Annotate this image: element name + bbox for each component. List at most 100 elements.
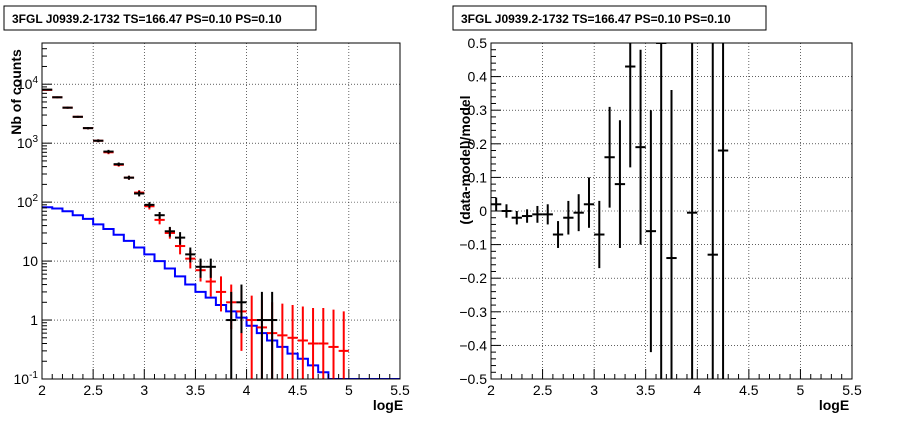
data-point <box>82 127 94 130</box>
data-point <box>635 49 646 245</box>
y-axis-label: Nb of counts <box>8 49 24 135</box>
x-tick-label: 5.5 <box>390 382 410 398</box>
data-point <box>154 212 165 219</box>
data-point <box>707 43 718 379</box>
x-tick-label: 3 <box>590 382 598 398</box>
model-point <box>328 309 339 379</box>
data-point <box>511 211 522 225</box>
data-point <box>256 291 268 379</box>
y-tick-label: −0.1 <box>459 237 487 253</box>
data-point <box>93 139 104 143</box>
x-tick-label: 4 <box>243 382 251 398</box>
plot-frame <box>41 42 401 380</box>
data-point <box>552 221 564 248</box>
data-point <box>645 110 657 353</box>
data-point <box>62 106 73 109</box>
y-axis-label: (data-model)/model <box>457 95 473 224</box>
data-point <box>521 209 533 223</box>
model-point <box>318 308 329 379</box>
y-tick-label: 1 <box>30 312 38 328</box>
y-tick-label: 103 <box>17 134 39 151</box>
y-tick-label: 102 <box>17 193 39 210</box>
y-tick-label: 10-1 <box>14 370 39 387</box>
y-tick-label: 0 <box>479 203 487 219</box>
data-point <box>583 177 595 228</box>
data-point <box>174 232 186 245</box>
model-point <box>277 303 288 379</box>
x-tick-label: 4.5 <box>288 382 308 398</box>
data-point <box>614 120 626 248</box>
data-layer <box>491 43 729 379</box>
y-tick-label: 0.2 <box>468 136 488 152</box>
data-point <box>563 200 574 235</box>
data-point <box>123 175 135 180</box>
data-point <box>144 202 155 208</box>
x-tick-label: 2.5 <box>533 382 553 398</box>
x-tick-label: 3.5 <box>186 382 206 398</box>
model-point <box>215 276 227 312</box>
y-tick-label: 0.5 <box>468 35 488 51</box>
y-tick-label: −0.4 <box>459 337 487 353</box>
chart-title: 3FGL J0939.2-1732 TS=166.47 PS=0.10 PS=0… <box>12 12 282 26</box>
data-point <box>226 291 237 379</box>
y-tick-label: 0.4 <box>468 69 488 85</box>
x-tick-label: 3.5 <box>636 382 656 398</box>
x-tick-label: 5.5 <box>842 382 862 398</box>
data-point <box>656 43 667 379</box>
data-point <box>625 43 636 168</box>
model-point <box>297 306 308 379</box>
data-point <box>532 205 543 223</box>
title-box <box>452 5 767 31</box>
data-point <box>134 190 145 197</box>
x-axis-label: logE <box>373 397 403 413</box>
data-point <box>164 226 175 237</box>
data-point <box>666 90 677 379</box>
y-tick-label: 10 <box>22 253 38 269</box>
data-point <box>501 204 512 218</box>
data-point <box>604 106 615 208</box>
data-point <box>717 43 729 379</box>
model-point <box>246 295 257 379</box>
y-tick-label: −0.5 <box>459 371 487 387</box>
data-point <box>113 162 124 166</box>
x-tick-label: 2 <box>38 382 46 398</box>
y-tick-label: −0.2 <box>459 270 487 286</box>
left-panel-counts: 3FGL J0939.2-1732 TS=166.47 PS=0.10 PS=0… <box>3 5 410 413</box>
y-tick-label: 0.1 <box>468 169 488 185</box>
grid-lines <box>42 43 400 379</box>
data-point <box>72 115 83 118</box>
y-tick-label: −0.3 <box>459 304 487 320</box>
data-point <box>686 43 698 379</box>
x-tick-label: 3 <box>140 382 148 398</box>
x-tick-label: 5 <box>797 382 805 398</box>
data-point <box>103 149 114 154</box>
plot-area: 2 2.5 3 3.5 4 4.5 5 5.5 10-1 1 10 102 103 104 <box>14 42 410 398</box>
data-point <box>205 258 216 278</box>
plot-area: 2 2.5 3 3.5 4 4.5 5 5.5 −0.5 −0.4 −0.3 −0.2 −0.1 0 0.1… <box>459 35 862 398</box>
x-tick-label: 4.5 <box>739 382 759 398</box>
title-box <box>3 5 317 31</box>
data-point <box>236 284 247 334</box>
data-point <box>195 258 206 278</box>
data-point <box>573 194 584 232</box>
data-point <box>52 96 63 99</box>
chart-title: 3FGL J0939.2-1732 TS=166.47 PS=0.10 PS=0… <box>461 12 731 26</box>
data-layer <box>42 88 400 379</box>
axis-ticks: 2 2.5 3 3.5 4 4.5 5 5.5 −0.5 −0.4 −0.3 −0.2 −0.1 0 0.1… <box>459 35 862 398</box>
x-tick-label: 2 <box>487 382 495 398</box>
model-point <box>307 308 319 379</box>
x-axis-label: logE <box>819 397 849 413</box>
y-tick-label: 104 <box>17 75 39 92</box>
x-tick-label: 4 <box>693 382 701 398</box>
y-tick-label: 0.3 <box>468 102 488 118</box>
x-tick-label: 5 <box>345 382 353 398</box>
axis-ticks: 2 2.5 3 3.5 4 4.5 5 5.5 10-1 1 10 102 103 104 <box>14 42 410 398</box>
data-point <box>594 200 605 269</box>
model-point <box>338 311 349 379</box>
right-panel-residuals: 3FGL J0939.2-1732 TS=166.47 PS=0.10 PS=0… <box>452 5 862 413</box>
data-point <box>267 291 278 379</box>
model-point <box>287 304 298 379</box>
x-tick-label: 2.5 <box>83 382 103 398</box>
